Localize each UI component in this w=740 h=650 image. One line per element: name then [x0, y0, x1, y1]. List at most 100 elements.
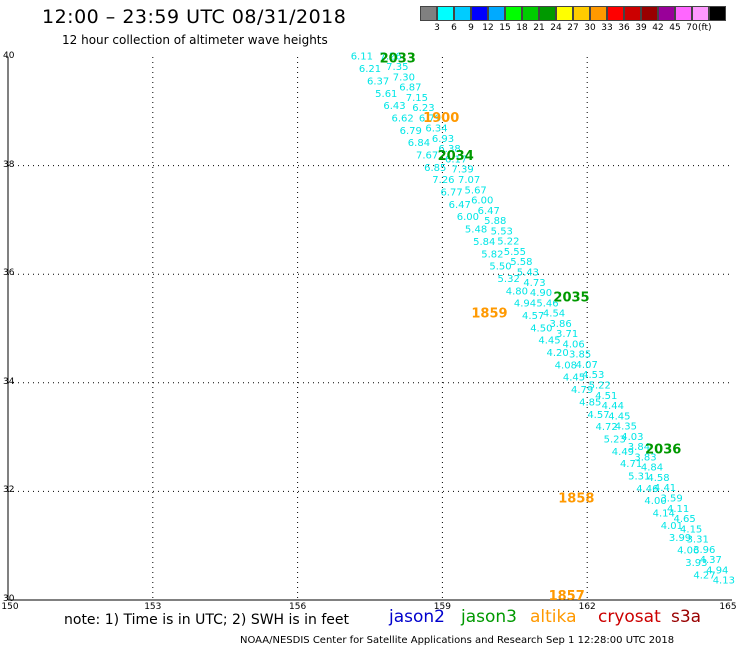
- latitude-tick-label: 36: [3, 268, 15, 279]
- swh-value: 4.57: [522, 311, 544, 322]
- swh-value: 5.88: [484, 216, 506, 227]
- swh-value: 7.26: [432, 175, 454, 186]
- swh-value: 4.71: [620, 459, 642, 470]
- legend-label: 36: [618, 23, 630, 33]
- satellite-name-s3a: s3a: [671, 607, 702, 627]
- legend-swatch: [556, 6, 573, 21]
- swh-value: 6.87: [399, 83, 421, 94]
- swh-value: 4.85: [579, 397, 601, 408]
- map-subtitle: 12 hour collection of altimeter wave hei…: [62, 33, 328, 47]
- swh-value: 4.94: [706, 565, 728, 576]
- swh-value: 4.94: [514, 299, 536, 310]
- swh-value: 5.53: [491, 226, 513, 237]
- swh-value: 7.15: [406, 93, 428, 104]
- swh-value: 7.07: [458, 175, 480, 186]
- swh-value: 5.32: [498, 274, 520, 285]
- legend-swatch: [471, 6, 488, 21]
- swh-value: 4.11: [667, 504, 689, 515]
- swh-value: 6.23: [412, 103, 434, 114]
- legend-swatch: [573, 6, 590, 21]
- swh-value: 4.45: [563, 373, 585, 384]
- swh-value: 5.46: [536, 298, 558, 309]
- legend-swatch: [675, 6, 692, 21]
- swh-value: 5.23: [604, 434, 626, 445]
- swh-value: 5.22: [497, 237, 519, 248]
- legend-swatch: [590, 6, 607, 21]
- legend-label: 45: [669, 23, 681, 33]
- legend-swatch: [709, 6, 726, 21]
- credit-line: NOAA/NESDIS Center for Satellite Applica…: [240, 635, 675, 646]
- swh-value: 4.44: [602, 401, 624, 412]
- satellite-name-cryosat: cryosat: [598, 607, 661, 627]
- swh-value: 4.41: [654, 483, 676, 494]
- legend-swatch: [437, 6, 454, 21]
- satellite-name-jason2: jason2: [389, 607, 445, 627]
- swh-value: 4.03: [621, 432, 643, 443]
- swh-value: 6.85: [424, 163, 446, 174]
- swh-value: 3.86: [549, 319, 571, 330]
- footer-note: note: 1) Time is in UTC; 2) SWH is in fe…: [64, 612, 350, 628]
- pass-time-label: 1859: [471, 307, 507, 322]
- swh-value: 4.15: [680, 524, 702, 535]
- swh-value: 4.20: [547, 348, 569, 359]
- swh-value: 4.58: [647, 473, 669, 484]
- pass-time-label: 2034: [438, 149, 474, 164]
- swh-value: 6.17: [445, 154, 467, 165]
- pass-time-label: 1857: [549, 589, 585, 604]
- swh-value: 3.83: [634, 452, 656, 463]
- latitude-tick-label: 38: [3, 159, 15, 170]
- swh-value: 4.06: [562, 339, 584, 350]
- legend-label: 6: [451, 23, 457, 33]
- satellite-name-jason3: jason3: [461, 607, 517, 627]
- swh-value: 4.72: [595, 422, 617, 433]
- swh-value: 4.50: [530, 323, 552, 334]
- swh-value: 3.71: [556, 329, 578, 340]
- swh-value: 5.43: [517, 267, 539, 278]
- swh-value: 4.46: [636, 484, 658, 495]
- latitude-tick-label: 34: [3, 376, 15, 387]
- swh-value: 6.00: [457, 212, 479, 223]
- satellite-name-altika: altika: [530, 607, 577, 627]
- legend-unit: (ft): [698, 23, 712, 33]
- swh-value: 6.38: [438, 144, 460, 155]
- swh-value: 3.93: [685, 558, 707, 569]
- legend-swatch: [539, 6, 556, 21]
- swh-value: 6.84: [408, 138, 430, 149]
- swh-value: 4.51: [595, 391, 617, 402]
- legend-swatch: [522, 6, 539, 21]
- swh-value: 6.00: [471, 196, 493, 207]
- longitude-tick-label: 153: [144, 602, 162, 612]
- legend-label: 30: [584, 23, 596, 33]
- swh-value: 4.84: [641, 463, 663, 474]
- legend-label: 21: [533, 23, 545, 33]
- swh-value: 4.49: [612, 447, 634, 458]
- map-title: 12:00 – 23:59 UTC 08/31/2018: [42, 6, 347, 28]
- swh-value: 4.01: [661, 521, 683, 532]
- swh-value: 7.35: [386, 62, 408, 73]
- legend-swatch: [488, 6, 505, 21]
- swh-value: 4.06: [677, 546, 699, 557]
- legend-label: 3: [434, 23, 440, 33]
- swh-value: 4.57: [587, 410, 609, 421]
- swh-value: 5.84: [473, 237, 495, 248]
- swh-value: 6.37: [367, 76, 389, 87]
- swh-value: 4.00: [644, 496, 666, 507]
- swh-value: 6.47: [449, 200, 471, 211]
- legend-label: 70: [686, 23, 698, 33]
- swh-value: 7.26: [380, 52, 402, 63]
- swh-value: 3.59: [660, 494, 682, 505]
- swh-value: 7.67: [416, 150, 438, 161]
- swh-value: 4.65: [674, 514, 696, 525]
- swh-value: 3.31: [687, 535, 709, 546]
- swh-value: 7.39: [451, 165, 473, 176]
- swh-value: 3.85: [569, 350, 591, 361]
- swh-value: 4.80: [506, 286, 528, 297]
- legend-label: 18: [516, 23, 528, 33]
- swh-value: 5.55: [504, 247, 526, 258]
- swh-value: 4.08: [555, 360, 577, 371]
- swh-value: 7.30: [393, 72, 415, 83]
- longitude-tick-label: 156: [289, 602, 307, 612]
- legend-label: 15: [499, 23, 511, 33]
- swh-value: 6.62: [391, 113, 413, 124]
- legend-swatch: [454, 6, 471, 21]
